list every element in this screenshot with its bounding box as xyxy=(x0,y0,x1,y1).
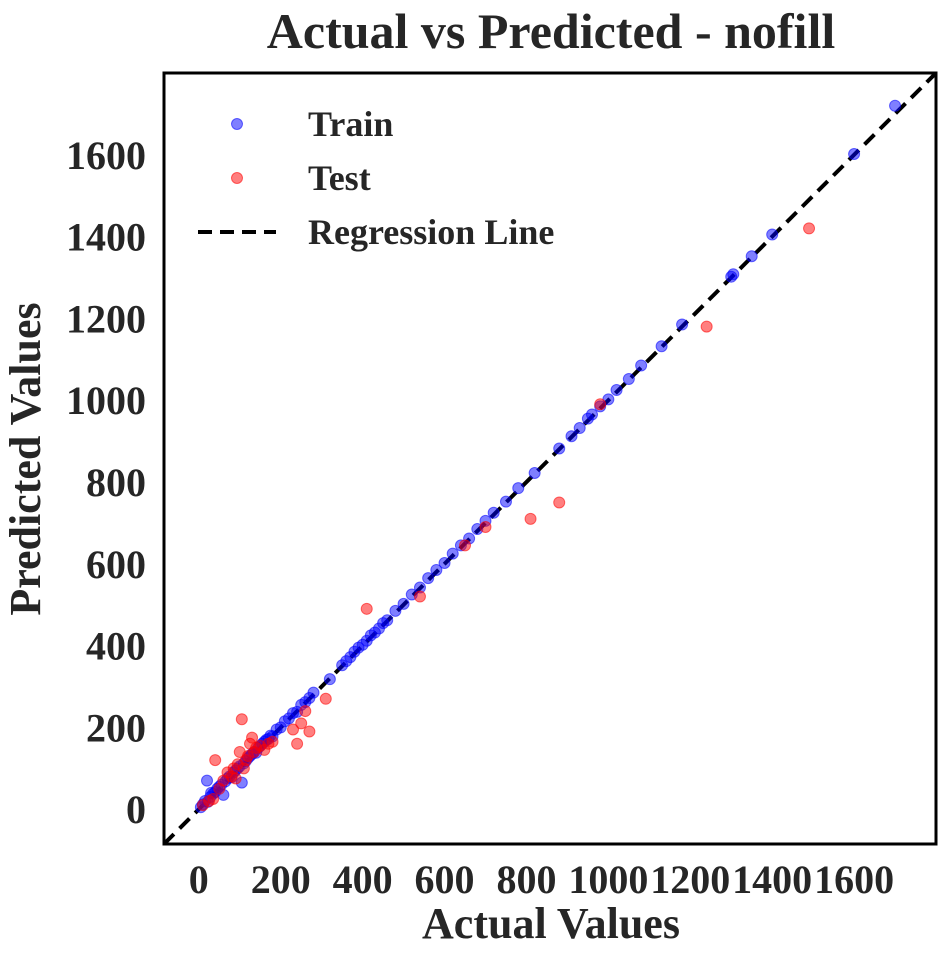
train-point xyxy=(307,686,320,699)
x-tick-label: 200 xyxy=(251,857,311,902)
test-point xyxy=(553,496,566,509)
train-point xyxy=(727,268,740,281)
train-point xyxy=(487,506,500,519)
test-point xyxy=(209,754,222,767)
y-tick-label: 1000 xyxy=(66,378,146,423)
y-tick-label: 1600 xyxy=(66,133,146,178)
train-point xyxy=(573,422,586,435)
legend-label-regression-line: Regression Line xyxy=(308,212,554,252)
x-tick-label: 600 xyxy=(415,857,475,902)
test-point xyxy=(319,692,332,705)
train-point xyxy=(446,547,459,560)
train-point xyxy=(512,482,525,495)
train-point xyxy=(438,557,451,570)
legend-marker-train xyxy=(231,118,243,130)
y-tick-label: 0 xyxy=(126,787,146,832)
y-tick-label: 1400 xyxy=(66,215,146,260)
test-point xyxy=(413,590,426,603)
x-tick-label: 800 xyxy=(496,857,556,902)
test-point xyxy=(803,222,816,235)
y-axis-label: Predicted Values xyxy=(1,302,50,615)
train-point xyxy=(610,383,623,396)
x-tick-label: 0 xyxy=(189,857,209,902)
chart-title: Actual vs Predicted - nofill xyxy=(267,3,836,59)
y-tick-label: 1200 xyxy=(66,296,146,341)
test-point xyxy=(700,320,713,333)
train-point xyxy=(389,604,402,617)
x-tick-label: 1000 xyxy=(568,857,648,902)
train-point xyxy=(381,614,394,627)
y-tick-label: 200 xyxy=(86,705,146,750)
legend-label-test: Test xyxy=(308,158,371,198)
train-point xyxy=(422,572,435,585)
test-point xyxy=(524,512,537,525)
test-point xyxy=(235,713,248,726)
test-point xyxy=(459,539,472,552)
plot-area-frame xyxy=(162,71,938,846)
test-point xyxy=(229,772,242,785)
train-point xyxy=(585,408,598,421)
test-point xyxy=(594,398,607,411)
test-point xyxy=(291,737,304,750)
test-point xyxy=(295,717,308,730)
test-point xyxy=(207,793,220,806)
train-point xyxy=(397,597,410,610)
train-point xyxy=(565,430,578,443)
test-point xyxy=(479,521,492,534)
train-point xyxy=(766,228,779,241)
legend: Train Test Regression Line xyxy=(198,104,554,252)
legend-label-train: Train xyxy=(308,104,393,144)
legend-marker-test xyxy=(231,172,243,184)
train-point xyxy=(848,147,861,160)
train-point xyxy=(528,467,541,480)
test-point xyxy=(360,602,373,615)
train-point xyxy=(499,495,512,508)
train-point xyxy=(655,340,668,353)
train-point xyxy=(553,442,566,455)
train-point xyxy=(430,563,443,576)
x-tick-label: 1600 xyxy=(814,857,894,902)
x-tick-label: 400 xyxy=(333,857,393,902)
x-tick-label: 1400 xyxy=(732,857,812,902)
y-tick-label: 400 xyxy=(86,624,146,669)
train-point xyxy=(745,250,758,263)
test-point xyxy=(287,723,300,736)
x-axis-label: Actual Values xyxy=(422,899,680,948)
x-tick-label: 1200 xyxy=(650,857,730,902)
train-point xyxy=(201,774,214,787)
test-point xyxy=(246,731,259,744)
train-point xyxy=(323,673,336,686)
test-point xyxy=(303,725,316,738)
train-point xyxy=(889,99,902,112)
test-point xyxy=(266,735,279,748)
train-point xyxy=(676,318,689,331)
test-point xyxy=(299,705,312,718)
y-tick-label: 600 xyxy=(86,542,146,587)
train-point xyxy=(622,372,635,385)
train-point xyxy=(635,359,648,372)
y-tick-label: 800 xyxy=(86,460,146,505)
